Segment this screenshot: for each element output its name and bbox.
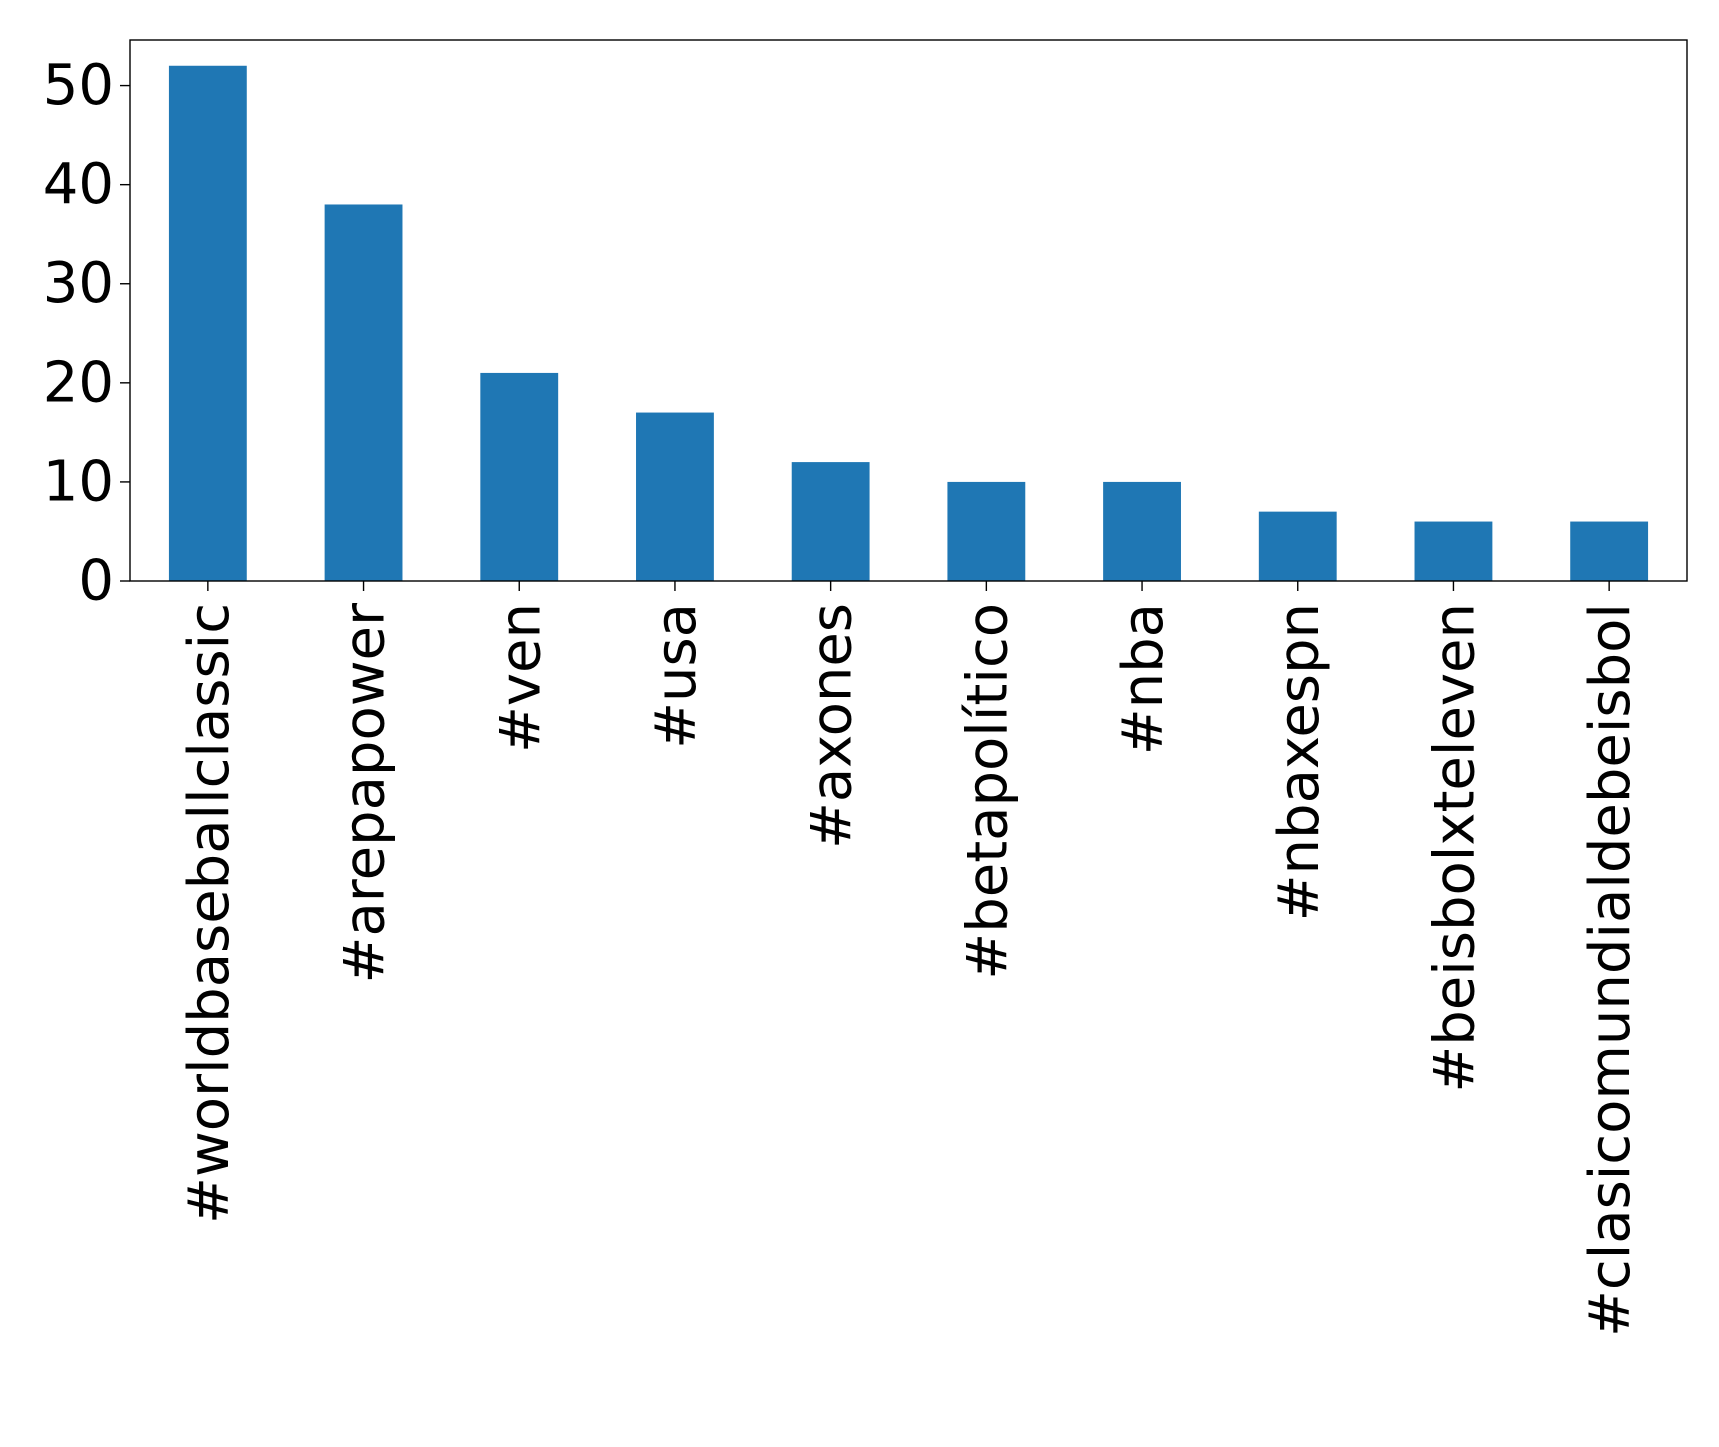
bar-axones <box>791 462 870 581</box>
y-tick-label: 10 <box>43 449 114 514</box>
plot-frame <box>129 39 1688 582</box>
bar-beisbolxteleven <box>1414 521 1493 581</box>
y-tick-label: 20 <box>43 350 114 415</box>
bar-usa <box>636 412 714 581</box>
bar-nbaxespn <box>1258 511 1337 581</box>
x-tick-label: #nbaxespn <box>1267 603 1332 921</box>
y-axis: 0 10 20 30 40 50 <box>43 53 130 614</box>
bar-betapolítico <box>947 481 1026 581</box>
bar-nba <box>1103 481 1181 581</box>
bar-clasicomundialdebeisbol <box>1570 521 1649 581</box>
x-tick-label: #clasicomundialdebeisbol <box>1578 603 1643 1337</box>
x-tick-label: #nba <box>1111 603 1176 755</box>
y-tick-label: 30 <box>43 251 114 316</box>
x-tick-label: #ven <box>488 603 553 753</box>
y-tick-label: 40 <box>43 152 114 217</box>
y-tick-label: 50 <box>43 53 114 118</box>
x-tick-label: #axones <box>800 603 865 849</box>
y-tick-label: 0 <box>78 549 114 614</box>
x-tick-label: #betapolítico <box>955 603 1020 980</box>
x-tick-label: #worldbaseballclassic <box>177 603 242 1224</box>
x-tick-label: #arepapower <box>333 602 398 983</box>
bar-worldbaseballclassic <box>168 65 247 581</box>
x-tick-label: #usa <box>644 603 709 749</box>
x-tick-label: #beisbolxteleven <box>1422 603 1487 1093</box>
x-axis: #worldbaseballclassic #arepapower #ven #usa… <box>177 581 1643 1337</box>
bar-ven <box>480 372 559 581</box>
bars-group <box>168 65 1649 581</box>
bar-arepapower <box>324 204 403 581</box>
